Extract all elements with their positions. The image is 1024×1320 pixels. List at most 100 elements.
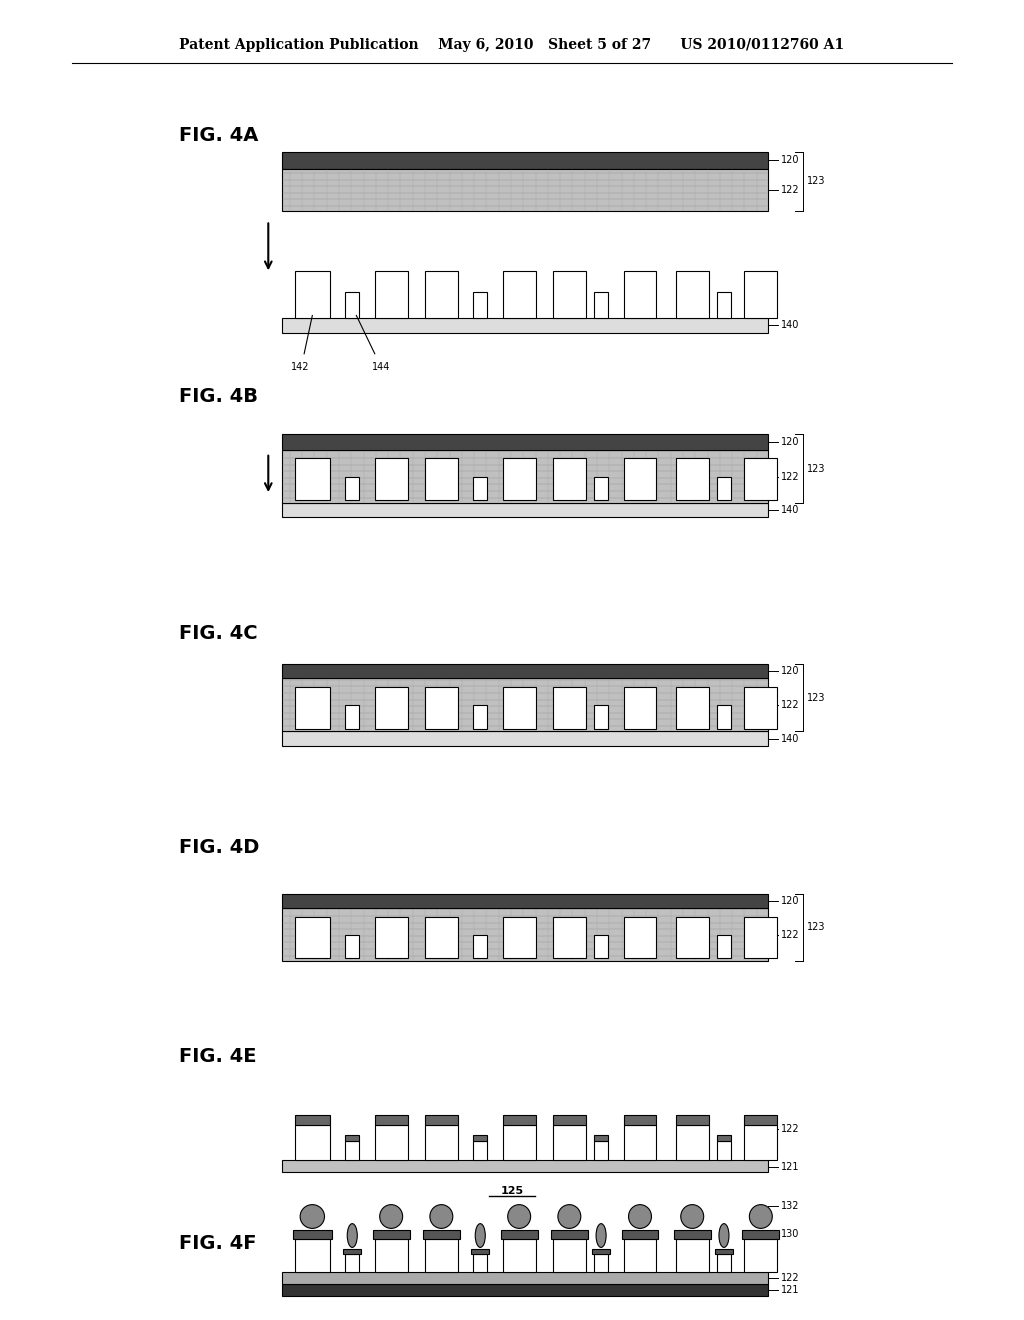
Bar [594,935,608,958]
Bar [345,1135,359,1140]
Ellipse shape [508,1205,530,1229]
Text: 140: 140 [781,321,800,330]
Text: 122: 122 [781,185,800,195]
Bar [717,1135,731,1140]
Bar [717,935,731,958]
Bar [425,1114,458,1125]
Bar [624,686,656,729]
Text: 140: 140 [781,506,800,515]
Bar [473,935,487,958]
Text: 122: 122 [781,1123,800,1134]
Text: 132: 132 [781,1201,800,1210]
Text: 121: 121 [781,1286,800,1295]
Bar [503,916,536,958]
Bar [282,731,768,746]
Ellipse shape [681,1205,703,1229]
Ellipse shape [750,1205,772,1229]
Bar [744,271,777,318]
Text: 120: 120 [781,437,800,447]
Text: 123: 123 [807,463,825,474]
Ellipse shape [629,1205,651,1229]
Bar [295,458,330,500]
Bar [553,1125,586,1160]
Bar [744,458,777,500]
Text: 120: 120 [781,667,800,676]
Text: 125: 125 [501,1185,523,1196]
Text: FIG. 4A: FIG. 4A [179,127,259,145]
Bar [471,1249,489,1254]
Bar [717,705,731,729]
Bar [345,477,359,500]
Bar [295,686,330,729]
Bar [473,1140,487,1160]
Bar [425,1239,458,1272]
Bar [717,1254,731,1272]
Bar [553,686,586,729]
Text: FIG. 4E: FIG. 4E [179,1047,257,1065]
Bar [425,916,458,958]
Text: 122: 122 [781,1274,800,1283]
Bar [293,1230,332,1239]
Text: 142: 142 [291,362,309,372]
Bar [676,271,709,318]
Bar [375,1239,408,1272]
Ellipse shape [380,1205,402,1229]
Bar [624,1125,656,1160]
Bar [295,1114,330,1125]
Ellipse shape [475,1224,485,1247]
Bar [744,1114,777,1125]
Bar [282,1272,768,1284]
Bar [282,894,768,908]
Ellipse shape [430,1205,453,1229]
Text: 130: 130 [781,1229,800,1239]
Text: Patent Application Publication    May 6, 2010   Sheet 5 of 27      US 2010/01127: Patent Application Publication May 6, 20… [179,38,845,51]
Bar [715,1249,733,1254]
Text: 144: 144 [372,362,390,372]
Bar [553,1114,586,1125]
Bar [503,271,536,318]
Bar [282,152,768,169]
Bar [622,1230,658,1239]
Bar [282,1284,768,1296]
Bar [553,458,586,500]
Bar [744,686,777,729]
Bar [375,1114,408,1125]
Bar [295,1125,330,1160]
Bar [375,1125,408,1160]
Bar [503,686,536,729]
Ellipse shape [347,1224,357,1247]
Ellipse shape [558,1205,581,1229]
Bar [624,916,656,958]
Bar [551,1230,588,1239]
Bar [742,1230,779,1239]
Bar [676,1114,709,1125]
Ellipse shape [300,1205,325,1229]
Bar [624,458,656,500]
Bar [473,1135,487,1140]
Bar [594,705,608,729]
Bar [345,935,359,958]
Bar [345,292,359,318]
Bar [282,434,768,450]
Bar [674,1230,711,1239]
Text: 122: 122 [781,929,800,940]
Bar [295,916,330,958]
Bar [343,1249,361,1254]
Bar [375,686,408,729]
Bar [282,908,768,961]
Bar [744,1125,777,1160]
Bar [375,916,408,958]
Bar [676,1239,709,1272]
Bar [553,916,586,958]
Text: 122: 122 [781,471,800,482]
Bar [594,292,608,318]
Text: 123: 123 [807,923,825,932]
Bar [676,686,709,729]
Text: FIG. 4F: FIG. 4F [179,1234,257,1253]
Bar [594,1254,608,1272]
Bar [553,1239,586,1272]
Bar [282,450,768,503]
Text: 120: 120 [781,896,800,906]
Text: FIG. 4D: FIG. 4D [179,838,259,857]
Bar [375,458,408,500]
